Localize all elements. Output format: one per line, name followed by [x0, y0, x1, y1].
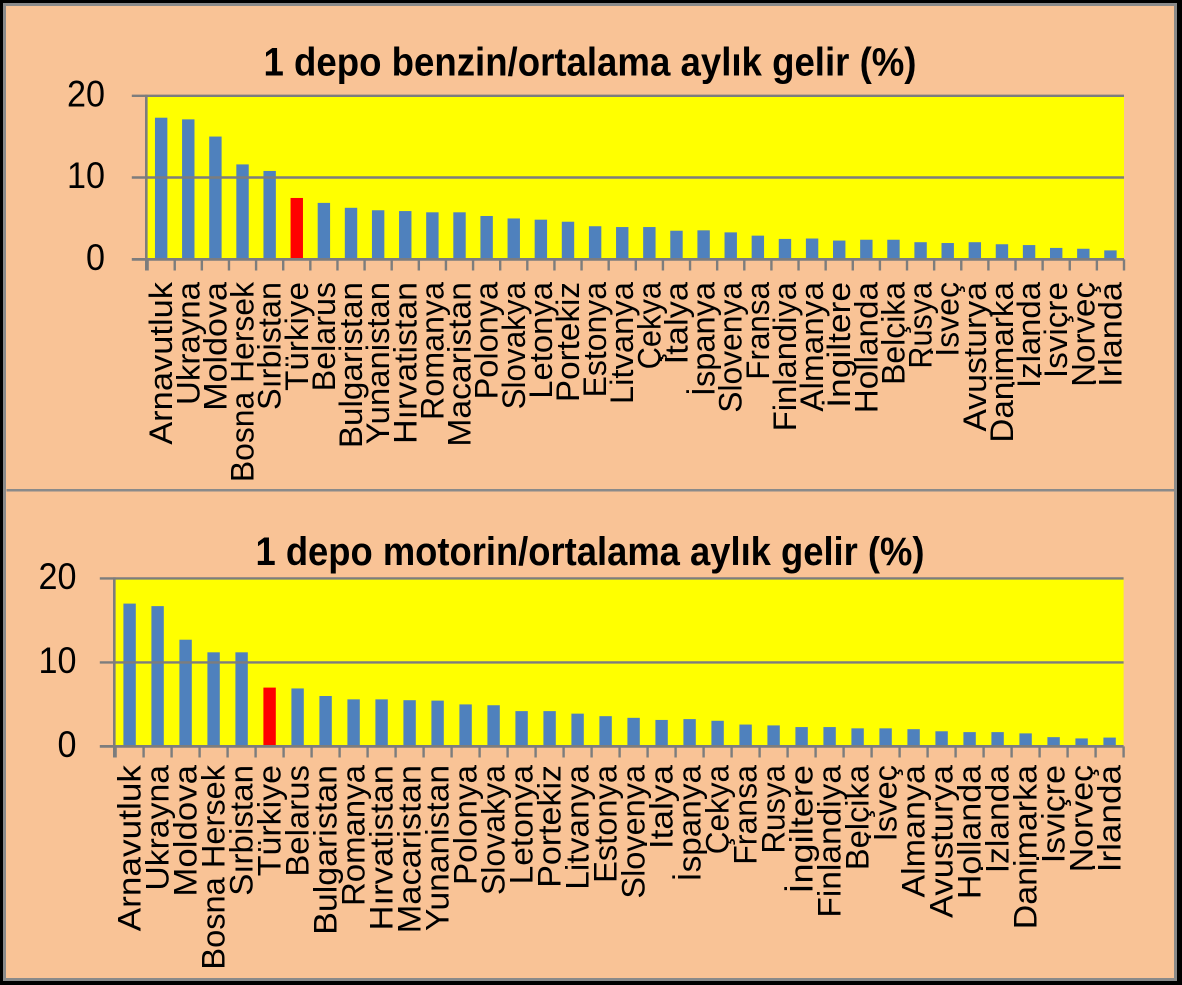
svg-text:İspanya: İspanya	[672, 765, 708, 882]
svg-text:Romanya: Romanya	[336, 765, 372, 906]
svg-text:Finlandiya: Finlandiya	[812, 765, 848, 918]
svg-text:İngiltere: İngiltere	[784, 765, 820, 894]
svg-text:Çekya: Çekya	[631, 282, 667, 370]
svg-text:İngiltere: İngiltere	[821, 282, 857, 408]
svg-text:İsviçre: İsviçre	[1036, 765, 1072, 863]
svg-text:Macaristan: Macaristan	[442, 282, 478, 447]
svg-text:Ukrayna: Ukrayna	[140, 765, 176, 891]
svg-text:Rusya: Rusya	[756, 765, 792, 854]
svg-text:Norveç: Norveç	[1065, 282, 1101, 387]
svg-text:Norveç: Norveç	[1064, 765, 1100, 872]
svg-text:Avusturya: Avusturya	[924, 765, 960, 918]
svg-text:10: 10	[39, 639, 77, 681]
svg-text:Hırvatistan: Hırvatistan	[364, 765, 400, 931]
svg-text:Almanya: Almanya	[896, 765, 932, 898]
svg-text:İzlanda: İzlanda	[980, 765, 1016, 874]
svg-text:Portekiz: Portekiz	[550, 282, 586, 402]
svg-text:Letonya: Letonya	[523, 282, 559, 399]
svg-text:Portekiz: Portekiz	[532, 765, 568, 888]
svg-text:Danimarka: Danimarka	[984, 282, 1020, 443]
svg-text:Hollanda: Hollanda	[952, 765, 988, 899]
svg-text:Estonya: Estonya	[577, 282, 613, 398]
svg-text:1 depo motorin/ortalama aylık: 1 depo motorin/ortalama aylık gelir (%)	[256, 530, 925, 574]
svg-text:10: 10	[67, 154, 105, 196]
svg-text:Moldova: Moldova	[197, 282, 233, 411]
svg-text:Ukrayna: Ukrayna	[170, 282, 206, 405]
svg-text:Litvanya: Litvanya	[604, 282, 640, 404]
svg-text:İspanya: İspanya	[686, 282, 722, 396]
svg-text:Yunanistan: Yunanistan	[360, 282, 396, 444]
svg-text:Litvanya: Litvanya	[560, 765, 596, 890]
svg-text:Romanya: Romanya	[414, 282, 450, 420]
svg-text:Sırbistan: Sırbistan	[224, 765, 260, 896]
svg-text:İrlanda: İrlanda	[1092, 765, 1128, 873]
svg-text:Bosna Hersek: Bosna Hersek	[196, 764, 232, 970]
svg-text:Bulgaristan: Bulgaristan	[308, 765, 344, 935]
svg-text:Finlandiya: Finlandiya	[767, 282, 803, 432]
svg-text:Polonya: Polonya	[448, 765, 484, 885]
svg-text:Slovenya: Slovenya	[616, 765, 652, 899]
svg-text:Almanya: Almanya	[794, 282, 830, 412]
svg-text:Slovakya: Slovakya	[496, 282, 532, 410]
svg-text:İtalya: İtalya	[658, 282, 694, 365]
svg-text:Belarus: Belarus	[306, 282, 342, 391]
svg-text:Slovenya: Slovenya	[713, 282, 749, 413]
svg-text:Fransa: Fransa	[728, 765, 764, 865]
svg-text:Hırvatistan: Hırvatistan	[387, 282, 423, 444]
svg-text:Estonya: Estonya	[588, 765, 624, 883]
svg-text:Danimarka: Danimarka	[1008, 765, 1044, 930]
svg-text:Moldova: Moldova	[168, 765, 204, 897]
svg-text:Avusturya: Avusturya	[957, 282, 993, 432]
svg-text:Polonya: Polonya	[469, 282, 505, 400]
svg-text:Bulgaristan: Bulgaristan	[333, 282, 369, 448]
svg-text:20: 20	[67, 72, 105, 114]
svg-text:İsviçre: İsviçre	[1038, 282, 1074, 378]
svg-text:Hollanda: Hollanda	[848, 282, 884, 414]
svg-text:Letonya: Letonya	[504, 765, 540, 885]
svg-text:Bosna Hersek: Bosna Hersek	[225, 281, 261, 482]
svg-text:Fransa: Fransa	[740, 282, 776, 380]
svg-text:Türkiye: Türkiye	[252, 765, 288, 876]
svg-text:Belçika: Belçika	[875, 282, 911, 385]
svg-text:İsveç: İsveç	[930, 282, 966, 357]
svg-text:Arnavutluk: Arnavutluk	[112, 764, 148, 932]
svg-text:İtalya: İtalya	[644, 765, 680, 849]
svg-text:0: 0	[86, 236, 105, 278]
svg-text:1 depo benzin/ortalama aylık g: 1 depo benzin/ortalama aylık gelir (%)	[264, 41, 917, 85]
svg-text:20: 20	[39, 555, 77, 597]
svg-text:İsveç: İsveç	[868, 765, 904, 841]
svg-text:Slovakya: Slovakya	[476, 765, 512, 895]
svg-text:0: 0	[58, 723, 77, 765]
svg-text:Belçika: Belçika	[840, 765, 876, 870]
svg-text:İrlanda: İrlanda	[1092, 282, 1128, 387]
svg-text:Arnavutluk: Arnavutluk	[143, 281, 179, 445]
svg-text:Türkiye: Türkiye	[279, 282, 315, 391]
svg-text:Yunanistan: Yunanistan	[420, 765, 456, 931]
svg-text:İzlanda: İzlanda	[1011, 282, 1047, 388]
svg-text:Çekya: Çekya	[700, 765, 736, 854]
svg-text:Belarus: Belarus	[280, 765, 316, 877]
svg-text:Macaristan: Macaristan	[392, 765, 428, 933]
svg-text:Sırbistan: Sırbistan	[252, 282, 288, 410]
svg-text:Rusya: Rusya	[903, 282, 939, 369]
